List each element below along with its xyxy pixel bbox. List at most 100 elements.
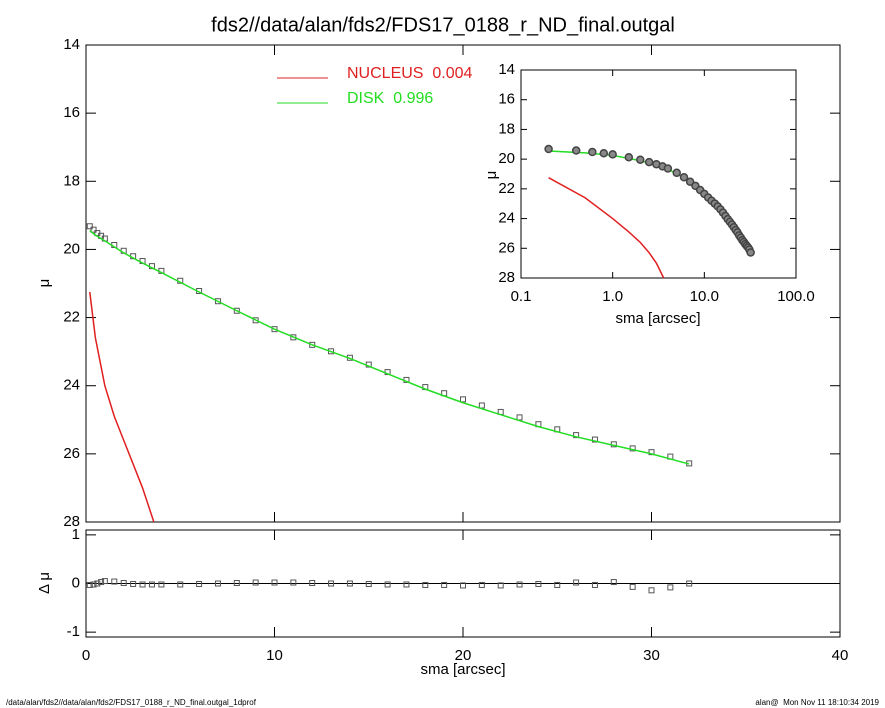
y-tick-label: -1: [67, 623, 80, 640]
data-point: [290, 579, 297, 586]
y-tick-label: 20: [63, 240, 80, 257]
y-tick-label: 28: [63, 513, 80, 530]
data-point: [90, 226, 97, 233]
data-point: [214, 580, 221, 587]
data-point: [441, 581, 448, 588]
data-point: [599, 148, 609, 158]
y-tick-label: 18: [498, 120, 515, 137]
data-point: [629, 583, 636, 590]
data-point: [554, 581, 561, 588]
x-tick-label: 10.0: [690, 288, 719, 305]
data-point: [384, 581, 391, 588]
data-point: [591, 581, 598, 588]
y-axis-label: μ: [36, 279, 53, 288]
data-point: [86, 581, 93, 588]
x-axis-label: sma [arcsec]: [420, 661, 505, 678]
data-point: [667, 584, 674, 591]
data-point: [460, 396, 466, 403]
data-point: [120, 580, 127, 587]
series-line: [89, 291, 155, 523]
data-point: [571, 146, 581, 155]
data-point: [214, 298, 221, 305]
data-point: [460, 582, 466, 589]
data-point: [233, 580, 240, 587]
x-tick-label: 10: [266, 647, 283, 664]
data-point: [422, 581, 429, 588]
data-point: [497, 582, 504, 589]
data-point: [196, 580, 203, 587]
data-point: [636, 155, 645, 164]
data-point: [644, 157, 654, 167]
data-point: [608, 150, 617, 159]
data-point: [365, 580, 372, 587]
data-point: [101, 578, 108, 585]
series-line: [548, 177, 665, 279]
plot-frame: [520, 69, 797, 279]
y-tick-label: 14: [63, 36, 80, 53]
x-tick-label: 1.0: [602, 288, 623, 305]
y-tick-label: 0: [72, 574, 80, 591]
data-point: [648, 587, 655, 594]
data-point: [86, 223, 93, 230]
legend-label: DISK 0.996: [347, 90, 433, 107]
series-line: [89, 230, 690, 465]
data-point: [573, 432, 580, 439]
data-point: [346, 580, 353, 587]
data-point: [403, 581, 410, 588]
data-point: [328, 580, 335, 587]
data-point: [516, 581, 523, 588]
data-point: [252, 317, 259, 324]
y-tick-label: 28: [498, 269, 515, 286]
data-point: [130, 580, 137, 587]
data-point: [252, 579, 259, 586]
y-tick-label: 22: [63, 309, 80, 326]
y-tick-label: 26: [63, 445, 80, 462]
chart-title: fds2//data/alan/fds2/FDS17_0188_r_ND_fin…: [211, 14, 675, 36]
x-tick-label: 100.0: [777, 288, 815, 305]
data-point: [610, 579, 617, 586]
data-point: [672, 168, 681, 178]
data-point: [679, 173, 689, 182]
data-point: [271, 579, 278, 586]
y-tick-label: 24: [498, 210, 515, 227]
data-point: [591, 436, 598, 443]
y-tick-label: 14: [498, 61, 515, 78]
data-point: [685, 177, 695, 186]
x-tick-label: 0.1: [511, 288, 532, 305]
y-tick-label: 22: [498, 180, 515, 197]
y-axis-label: μ: [483, 171, 500, 180]
data-point: [271, 326, 278, 333]
x-tick-label: 40: [832, 647, 849, 664]
y-tick-label: 24: [63, 377, 80, 394]
data-point: [686, 580, 693, 587]
data-point: [624, 152, 634, 162]
data-point: [158, 581, 165, 588]
y-axis-label: Δ μ: [36, 572, 53, 594]
y-tick-label: 16: [498, 91, 515, 108]
data-point: [746, 248, 755, 257]
data-point: [478, 581, 485, 588]
y-tick-label: 16: [63, 104, 80, 121]
x-tick-label: 30: [643, 647, 660, 664]
x-tick-label: 0: [82, 647, 90, 664]
y-tick-label: 26: [498, 239, 515, 256]
footer-left: /data/alan/fds2//data/alan/fds2/FDS17_01…: [6, 698, 257, 707]
footer-right: alan@ Mon Nov 11 18:10:34 2019: [755, 698, 879, 707]
x-tick-label: 20: [455, 647, 472, 664]
data-point: [535, 580, 542, 587]
y-tick-label: 1: [72, 526, 80, 543]
x-axis-label: sma [arcsec]: [615, 310, 700, 327]
data-point: [648, 449, 655, 456]
data-point: [573, 579, 580, 586]
y-tick-label: 20: [498, 150, 515, 167]
data-point: [588, 147, 597, 157]
data-point: [90, 581, 97, 588]
data-point: [544, 144, 553, 154]
data-point: [94, 580, 101, 587]
data-point: [233, 307, 240, 314]
legend-label: NUCLEUS 0.004: [347, 65, 472, 82]
data-point: [111, 578, 118, 585]
data-point: [98, 579, 105, 586]
data-point: [177, 581, 184, 588]
